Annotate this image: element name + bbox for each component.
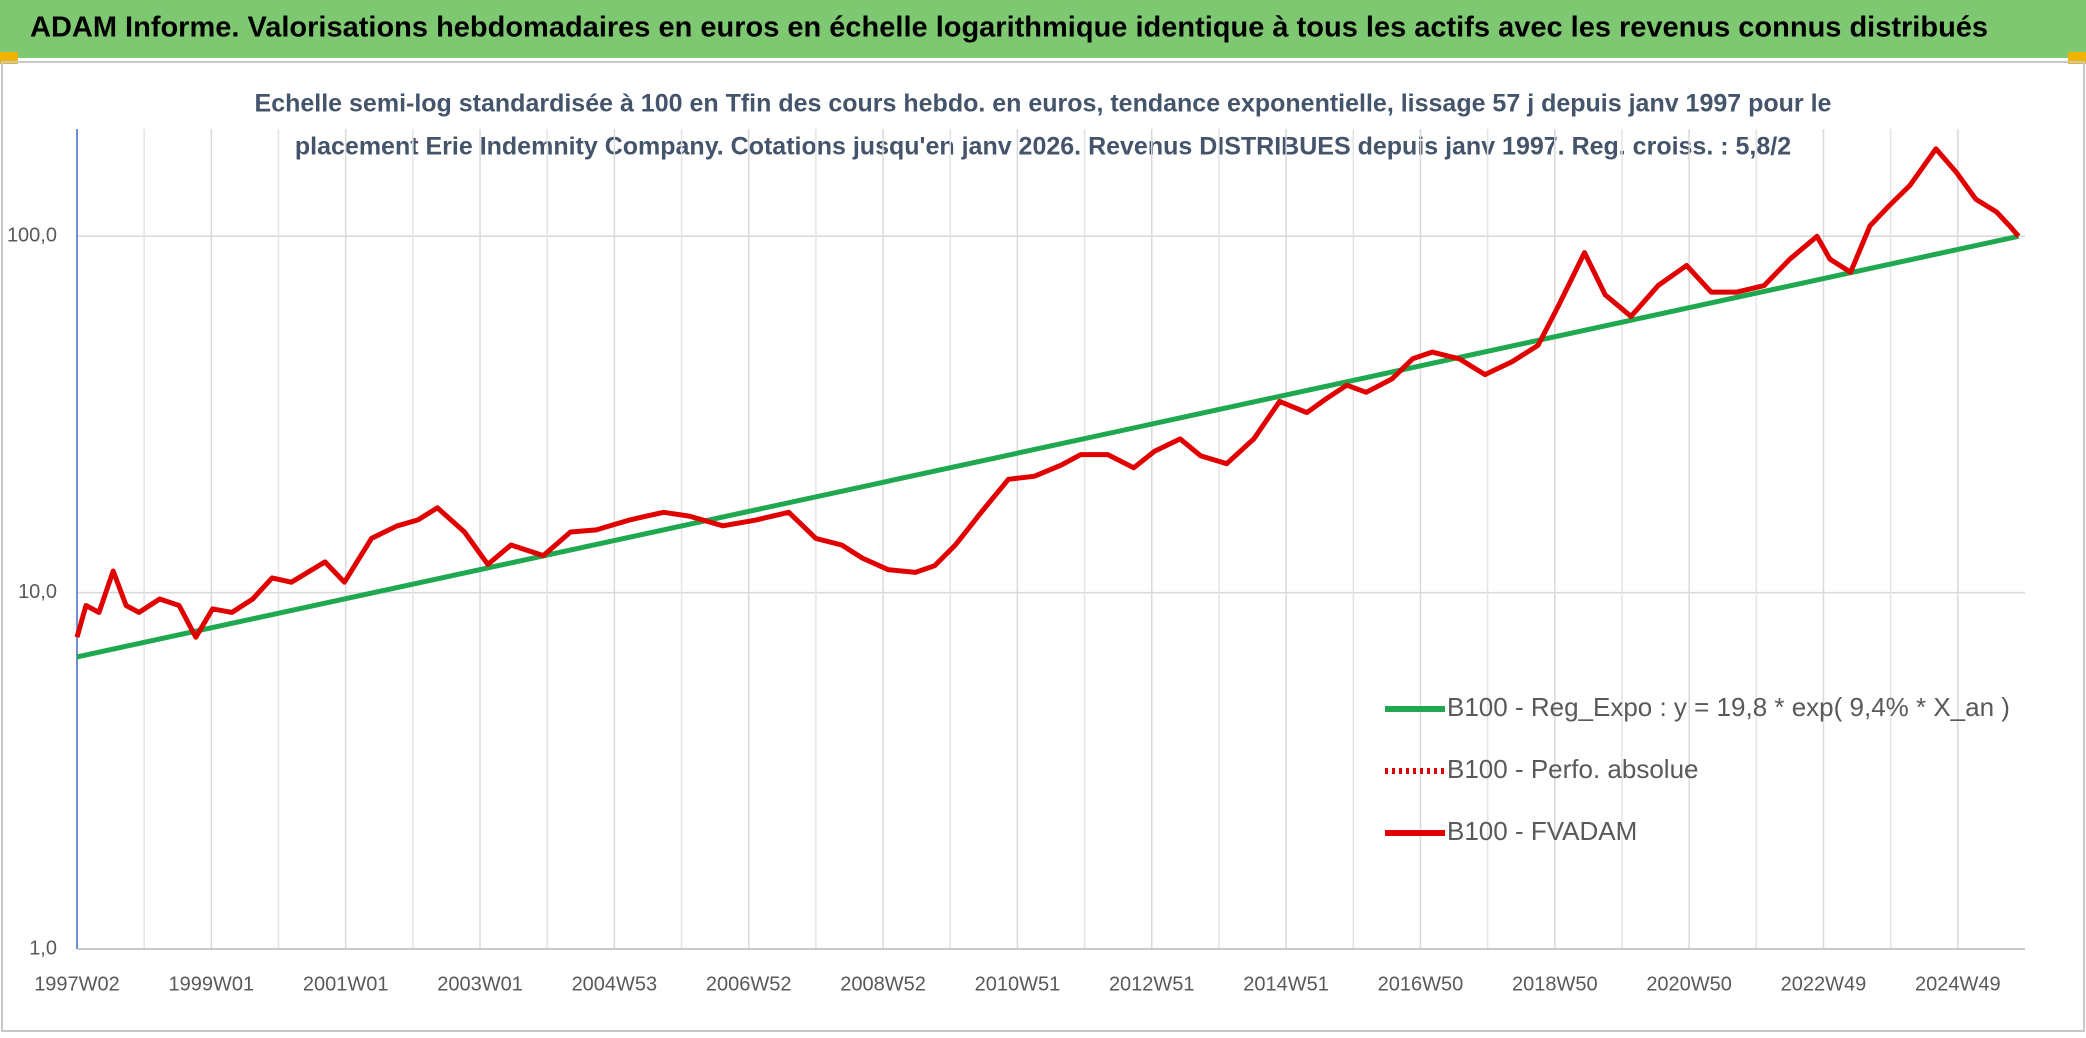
header-bar	[0, 0, 2086, 58]
x-tick-label: 2010W51	[975, 973, 1061, 995]
legend-label: B100 - Reg_Expo : y = 19,8 * exp( 9,4% *…	[1447, 692, 2010, 722]
y-tick-label: 10,0	[18, 581, 57, 603]
y-tick-label: 1,0	[29, 937, 57, 959]
subtitle: Echelle semi-log standardisée à 100 en T…	[255, 90, 1832, 118]
x-tick-label: 2014W51	[1243, 973, 1329, 995]
x-tick-label: 2004W53	[572, 973, 658, 995]
x-tick-label: 2012W51	[1109, 973, 1195, 995]
subtitle: placement Erie Indemnity Company. Cotati…	[295, 133, 1791, 161]
x-tick-label: 2016W50	[1378, 973, 1464, 995]
x-tick-label: 2022W49	[1781, 973, 1867, 995]
line-series	[76, 233, 2020, 660]
line-series	[74, 146, 2021, 640]
x-tick-label: 2024W49	[1915, 973, 2001, 995]
legend-label: B100 - Perfo. absolue	[1447, 754, 1699, 784]
x-tick-label: 1999W01	[169, 973, 255, 995]
x-tick-label: 2008W52	[840, 973, 926, 995]
x-tick-label: 1997W02	[34, 973, 120, 995]
x-tick-label: 2020W50	[1646, 973, 1732, 995]
x-tick-label: 2006W52	[706, 973, 792, 995]
chart-title: ADAM Informe. Valorisations hebdomadaire…	[30, 12, 1988, 44]
y-tick-label: 100,0	[7, 225, 57, 247]
x-tick-label: 2001W01	[303, 973, 389, 995]
legend-label: B100 - FVADAM	[1447, 816, 1637, 846]
x-tick-label: 2003W01	[437, 973, 523, 995]
x-tick-label: 2018W50	[1512, 973, 1598, 995]
frame	[1, 61, 2085, 1032]
